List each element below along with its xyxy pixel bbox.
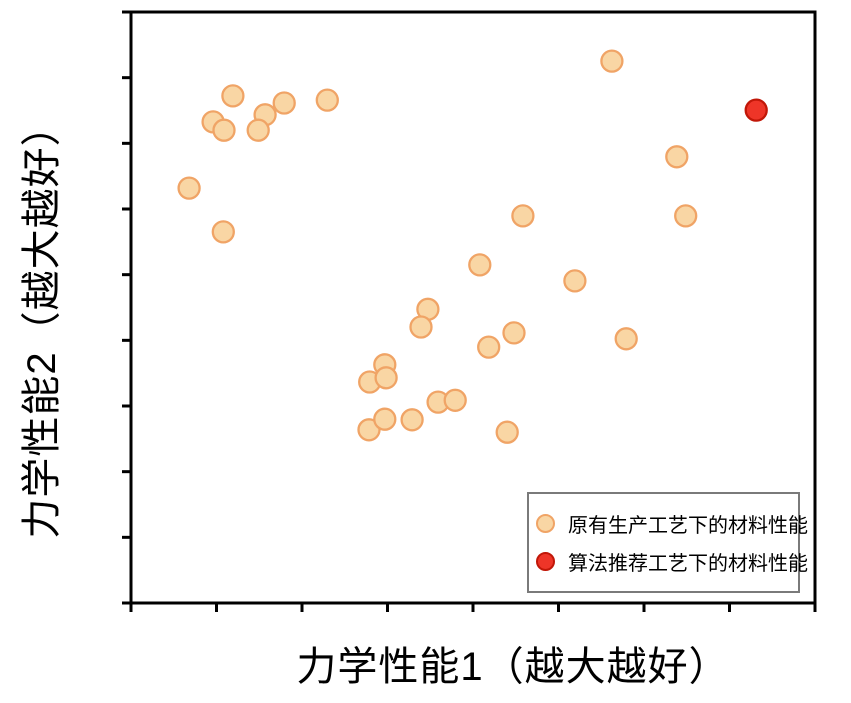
scatter-point-original (563, 269, 587, 293)
scatter-point-original (665, 145, 689, 169)
x-axis-label: 力学性能1（越大越好） (296, 645, 730, 689)
legend-box: 原有生产工艺下的材料性能 算法推荐工艺下的材料性能 (527, 492, 808, 593)
scatter-point-original (502, 321, 526, 345)
recommended-process-marker-icon (536, 552, 555, 571)
scatter-point-original (246, 118, 270, 142)
legend-label-recommended: 算法推荐工艺下的材料性能 (568, 553, 808, 575)
scatter-point-original (477, 335, 501, 359)
scatter-point-original (211, 220, 235, 244)
scatter-point-original (221, 84, 245, 108)
scatter-point-original (212, 118, 236, 142)
scatter-point-recommended (744, 98, 768, 122)
scatter-point-original (443, 388, 467, 412)
legend-row-original: 原有生产工艺下的材料性能 (536, 512, 808, 537)
scatter-point-original (357, 418, 381, 442)
original-process-marker-icon (536, 514, 555, 533)
legend-row-recommended: 算法推荐工艺下的材料性能 (536, 550, 808, 575)
scatter-point-original (400, 408, 424, 432)
scatter-points (177, 49, 768, 444)
scatter-point-original (374, 366, 398, 390)
scatter-point-original (373, 407, 397, 431)
scatter-point-original (495, 420, 519, 444)
y-axis-label: 力学性能2（越大越好） (20, 105, 64, 539)
scatter-point-original (177, 176, 201, 200)
legend-label-original: 原有生产工艺下的材料性能 (568, 515, 808, 537)
scatter-point-original (600, 49, 624, 73)
scatter-point-original (409, 315, 433, 339)
scatter-point-original (511, 204, 535, 228)
scatter-point-original (674, 204, 698, 228)
scatter-point-original (468, 253, 492, 277)
scatter-point-original (272, 91, 296, 115)
scatter-point-original (614, 327, 638, 351)
axis-ticks (122, 10, 817, 612)
scatter-point-original (315, 88, 339, 112)
